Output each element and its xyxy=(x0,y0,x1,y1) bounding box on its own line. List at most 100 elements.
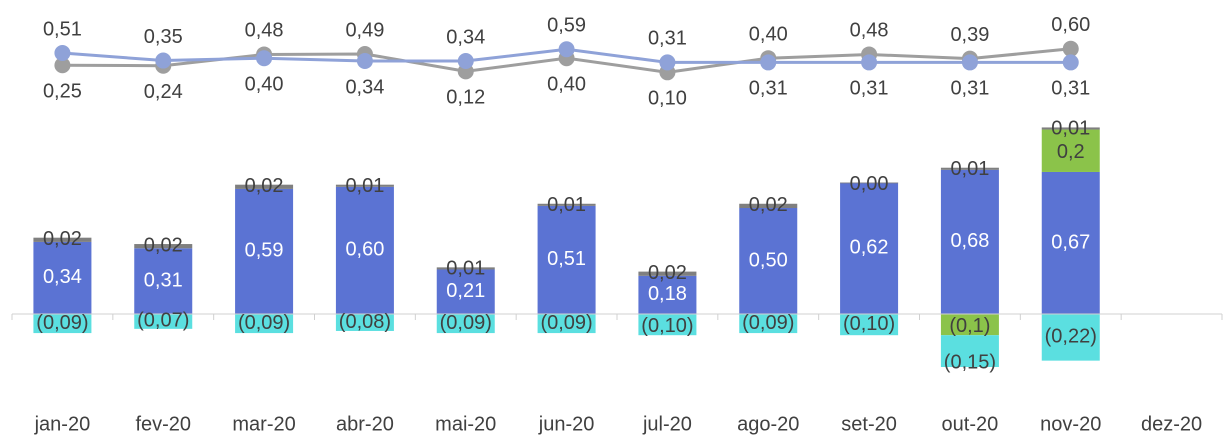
x-tick-label-fev-20: fev-20 xyxy=(135,413,191,435)
bar-mar-20-s4 xyxy=(235,314,294,334)
bar-label-jan-20-s2: 0,02 xyxy=(43,228,82,250)
bar-label-nov-20-s4: (0,22) xyxy=(1045,326,1097,348)
bar-out-20-s3 xyxy=(940,314,999,336)
line-label-abr-20-s0: 0,34 xyxy=(345,76,384,98)
bar-ago-20-s0 xyxy=(739,208,798,314)
line-label-nov-20-s0: 0,31 xyxy=(1051,78,1090,100)
bar-label-nov-20-s2: 0,01 xyxy=(1051,118,1090,140)
x-tick-label-mai-20: mai-20 xyxy=(435,413,496,435)
bar-label-abr-20-s2: 0,01 xyxy=(345,175,384,197)
bar-nov-20-s0 xyxy=(1041,171,1100,314)
bar-label-jan-20-s0: 0,34 xyxy=(43,266,82,288)
bar-label-ago-20-s4: (0,09) xyxy=(742,312,794,334)
line-point-mai-20-s0 xyxy=(457,53,474,70)
line-point-jun-20-s0 xyxy=(558,41,575,58)
bar-label-abr-20-s0: 0,60 xyxy=(345,239,384,261)
line-label-jun-20-s1: 0,40 xyxy=(547,73,586,95)
bar-fev-20-s4 xyxy=(134,314,193,329)
bar-label-fev-20-s4: (0,07) xyxy=(137,310,189,332)
bar-label-mar-20-s0: 0,59 xyxy=(245,240,284,262)
line-label-out-20-s0: 0,31 xyxy=(950,78,989,100)
bar-label-nov-20-s0: 0,67 xyxy=(1051,231,1090,253)
line-label-mar-20-s0: 0,40 xyxy=(245,73,284,95)
bar-set-20-s4 xyxy=(840,314,899,336)
bar-label-fev-20-s0: 0,31 xyxy=(144,269,183,291)
bar-jul-20-s4 xyxy=(638,314,697,336)
x-tick-label-ago-20: ago-20 xyxy=(737,413,799,435)
line-point-abr-20-s0 xyxy=(356,53,373,70)
line-label-mai-20-s1: 0,12 xyxy=(446,87,485,109)
line-point-out-20-s0 xyxy=(961,54,978,71)
bar-nov-20-s2 xyxy=(1041,127,1100,130)
line-label-abr-20-s1: 0,49 xyxy=(345,19,384,41)
line-point-jan-20-s1 xyxy=(54,57,71,74)
line-label-fev-20-s1: 0,24 xyxy=(144,81,183,103)
bar-label-mar-20-s2: 0,02 xyxy=(245,175,284,197)
x-tick-label-dez-20: dez-20 xyxy=(1141,413,1202,435)
bar-jul-20-s2 xyxy=(638,271,697,276)
bar-label-mai-20-s4: (0,09) xyxy=(440,312,492,334)
line-label-set-20-s1: 0,48 xyxy=(850,20,889,42)
line-label-mai-20-s0: 0,34 xyxy=(446,26,485,48)
bar-label-ago-20-s0: 0,50 xyxy=(749,249,788,271)
bar-series-group xyxy=(33,127,1100,367)
bar-mai-20-s4 xyxy=(436,314,495,334)
line-label-ago-20-s0: 0,31 xyxy=(749,78,788,100)
bar-ago-20-s4 xyxy=(739,314,798,334)
bar-label-out-20-s0: 0,68 xyxy=(950,230,989,252)
line-label-out-20-s1: 0,39 xyxy=(950,24,989,46)
bar-abr-20-s4 xyxy=(335,314,394,331)
bar-label-set-20-s4: (0,10) xyxy=(843,313,895,335)
bar-jun-20-s0 xyxy=(537,205,596,314)
bar-label-set-20-s0: 0,62 xyxy=(850,237,889,259)
bar-out-20-s2 xyxy=(940,167,999,170)
bar-ago-20-s2 xyxy=(739,203,798,208)
line-label-fev-20-s0: 0,35 xyxy=(144,26,183,48)
x-tick-label-out-20: out-20 xyxy=(942,413,999,435)
bar-jul-20-s0 xyxy=(638,275,697,314)
x-tick-label-mar-20: mar-20 xyxy=(232,413,295,435)
x-tick-label-jan-20: jan-20 xyxy=(34,413,91,435)
bar-label-out-20-s4: (0,15) xyxy=(944,351,996,373)
bar-label-fev-20-s2: 0,02 xyxy=(144,234,183,256)
bar-jan-20-s4 xyxy=(33,314,92,334)
bar-label-jul-20-s2: 0,02 xyxy=(648,262,687,284)
x-tick-label-jul-20: jul-20 xyxy=(642,413,692,435)
bar-label-jan-20-s4: (0,09) xyxy=(36,312,88,334)
bar-label-ago-20-s2: 0,02 xyxy=(749,194,788,216)
bar-set-20-s0 xyxy=(840,182,899,314)
line-label-jul-20-s0: 0,31 xyxy=(648,28,687,50)
bar-jan-20-s2 xyxy=(33,237,92,242)
bar-label-out-20-s3: (0,1) xyxy=(949,315,990,337)
line-label-jun-20-s0: 0,59 xyxy=(547,15,586,37)
line-point-nov-20-s0 xyxy=(1062,54,1079,71)
line-point-jul-20-s0 xyxy=(659,54,676,71)
bar-label-jul-20-s0: 0,18 xyxy=(648,283,687,305)
x-tick-label-jun-20: jun-20 xyxy=(538,413,595,435)
bar-label-jun-20-s4: (0,09) xyxy=(540,312,592,334)
line-point-ago-20-s0 xyxy=(760,54,777,71)
bar-mai-20-s2 xyxy=(436,267,495,270)
line-point-mar-20-s0 xyxy=(256,50,273,67)
bar-label-jul-20-s4: (0,10) xyxy=(641,315,693,337)
line-label-jul-20-s1: 0,10 xyxy=(648,88,687,110)
bar-fev-20-s2 xyxy=(134,244,193,249)
bar-nov-20-s4 xyxy=(1041,314,1100,361)
bar-label-abr-20-s4: (0,08) xyxy=(339,311,391,333)
bar-label-mai-20-s2: 0,01 xyxy=(446,258,485,280)
bar-jun-20-s2 xyxy=(537,203,596,206)
bar-out-20-s0 xyxy=(940,169,999,314)
line-point-set-20-s0 xyxy=(861,54,878,71)
bar-fev-20-s0 xyxy=(134,248,193,314)
line-label-ago-20-s1: 0,40 xyxy=(749,23,788,45)
line-label-mar-20-s1: 0,48 xyxy=(245,20,284,42)
bar-label-jun-20-s2: 0,01 xyxy=(547,194,586,216)
bar-out-20-s4 xyxy=(940,335,999,367)
bar-label-jun-20-s0: 0,51 xyxy=(547,248,586,270)
bar-label-nov-20-s1: 0,2 xyxy=(1057,141,1085,163)
bar-mar-20-s0 xyxy=(235,188,294,314)
line-point-nov-20-s1 xyxy=(1062,40,1079,57)
bar-label-set-20-s2: 0,00 xyxy=(850,173,889,195)
bar-label-out-20-s2: 0,01 xyxy=(950,158,989,180)
